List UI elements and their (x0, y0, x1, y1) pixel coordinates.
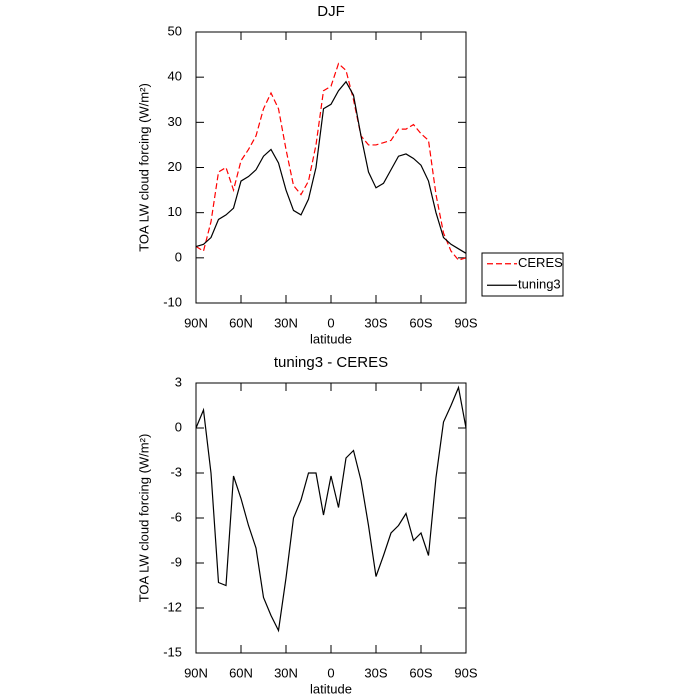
x-tick-label: 0 (327, 315, 334, 330)
x-tick-label: 30S (364, 315, 387, 330)
y-tick-label: 50 (168, 23, 182, 38)
x-axis-label: latitude (310, 331, 352, 346)
y-tick-label: -6 (170, 509, 182, 524)
y-tick-label: 0 (175, 419, 182, 434)
y-tick-label: -9 (170, 554, 182, 569)
y-tick-label: -15 (163, 644, 182, 659)
x-axis-label: latitude (310, 681, 352, 696)
y-tick-label: 20 (168, 159, 182, 174)
y-axis-label: TOA LW cloud forcing (W/m²) (136, 434, 151, 603)
y-tick-label: 10 (168, 204, 182, 219)
y-axis-label: TOA LW cloud forcing (W/m²) (136, 83, 151, 252)
x-tick-label: 30N (274, 665, 298, 680)
plot-frame (195, 31, 467, 304)
data-line (195, 385, 467, 633)
plot-frame (195, 382, 467, 654)
x-tick-label: 90N (184, 665, 208, 680)
y-tick-label: -10 (163, 294, 182, 309)
y-tick-label: 0 (175, 249, 182, 264)
x-tick-label: 60S (409, 315, 432, 330)
legend-label: CERES (518, 255, 563, 270)
x-tick-label: 60N (229, 665, 253, 680)
legend-box (481, 252, 564, 297)
data-line (195, 62, 467, 261)
x-tick-label: 60N (229, 315, 253, 330)
chart-title: tuning3 - CERES (274, 354, 388, 371)
chart-title: DJF (317, 3, 345, 20)
x-tick-label: 30S (364, 665, 387, 680)
x-tick-label: 0 (327, 665, 334, 680)
y-tick-label: 40 (168, 69, 182, 84)
x-tick-label: 90S (454, 315, 477, 330)
y-tick-label: 30 (168, 114, 182, 129)
y-tick-label: -3 (170, 464, 182, 479)
legend-label: tuning3 (518, 277, 561, 292)
x-tick-label: 60S (409, 665, 432, 680)
y-tick-label: -12 (163, 599, 182, 614)
x-tick-label: 90S (454, 665, 477, 680)
x-tick-label: 30N (274, 315, 298, 330)
x-tick-label: 90N (184, 315, 208, 330)
data-line (195, 80, 467, 254)
y-tick-label: 3 (175, 374, 182, 389)
